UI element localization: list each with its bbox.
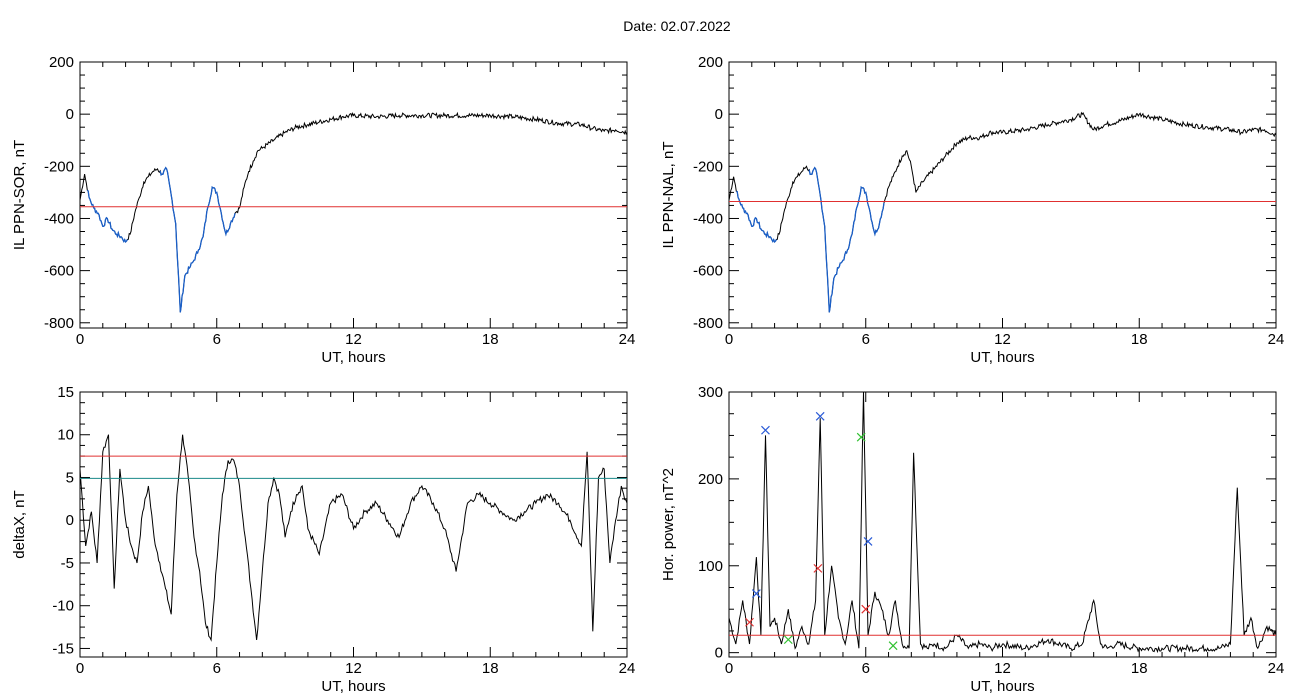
panel-il-ppn-sor: 0 6 12 18 24 -800 -600 -400 -200 0 200 UT, hours IL … [11,54,635,366]
x-tick-label: 18 [1131,660,1148,677]
y-axis-label: Hor. power, nT^2 [660,468,677,581]
y-tick-label: 300 [698,384,723,401]
y-tick-label: -200 [693,158,723,175]
x-tick-label: 0 [725,660,733,677]
x-tick-label: 18 [482,660,499,677]
panel-hor-power: 0 6 12 18 24 0 100 200 300 UT, hours Hor. power, n… [660,384,1284,695]
peak-marker [856,432,866,442]
y-tick-label: -15 [52,640,74,657]
peak-marker [751,589,761,598]
y-tick-label: -400 [693,210,723,227]
x-axis-label: UT, hours [970,678,1034,695]
highlight-segment [808,166,885,313]
y-tick-label: 5 [66,469,74,486]
y-tick-label: -800 [44,315,74,332]
x-tick-label: 6 [862,331,870,348]
y-tick-label: 0 [66,106,74,123]
series-line [729,392,1276,654]
x-tick-label: 6 [213,331,221,348]
y-tick-label: 0 [66,512,74,529]
y-tick-label: -800 [693,315,723,332]
y-tick-label: -400 [44,210,74,227]
y-tick-label: 15 [57,384,74,401]
x-tick-label: 0 [76,331,84,348]
y-tick-label: 10 [57,427,74,444]
x-tick-label: 24 [619,331,636,348]
peak-marker [861,604,871,614]
y-axis-label: deltaX, nT [11,490,28,558]
panel-deltax: 0 6 12 18 24 -15 -10 -5 0 5 10 15 UT, hours deltaX, n… [11,384,635,695]
peak-marker [813,563,823,573]
x-tick-label: 6 [213,660,221,677]
y-tick-label: -600 [44,263,74,280]
peak-marker [783,635,793,645]
x-tick-label: 12 [994,331,1011,348]
x-axis-label: UT, hours [321,678,385,695]
y-tick-label: -200 [44,158,74,175]
x-tick-label: 24 [1268,660,1285,677]
series-line [80,434,627,642]
plot-frame [79,61,628,329]
y-tick-label: 0 [715,106,723,123]
chart-date-title: Date: 02.07.2022 [623,18,731,34]
x-tick-label: 24 [1268,331,1285,348]
y-axis-label: IL PPN-NAL, nT [660,142,677,249]
x-axis-label: UT, hours [970,349,1034,366]
plot-frame [728,61,1277,329]
peak-marker [863,537,873,546]
peak-marker [745,617,754,627]
plot-frame [728,391,1277,658]
x-tick-label: 12 [994,660,1011,677]
x-tick-label: 24 [619,660,636,677]
x-axis-label: UT, hours [321,349,385,366]
y-tick-label: 200 [698,54,723,71]
x-tick-label: 0 [725,331,733,348]
highlight-segment [86,189,128,244]
series-line [729,111,1276,313]
x-tick-label: 6 [862,660,870,677]
highlight-segment [159,166,236,313]
y-axis-label: IL PPN-SOR, nT [11,140,28,250]
y-tick-label: -10 [52,598,74,615]
peak-marker [815,411,825,421]
plot-frame [79,391,628,658]
x-tick-label: 12 [345,660,362,677]
x-tick-label: 12 [345,331,362,348]
y-tick-label: -5 [61,555,74,572]
x-tick-label: 0 [76,660,84,677]
peak-marker [888,641,898,651]
x-tick-label: 18 [1131,331,1148,348]
y-tick-label: 200 [698,471,723,488]
panel-il-ppn-nal: 0 6 12 18 24 -800 -600 -400 -200 0 200 UT, hours IL … [660,54,1284,366]
highlight-segment [736,190,777,244]
y-tick-label: 200 [49,54,74,71]
peak-marker [761,425,770,435]
y-tick-label: 100 [698,558,723,575]
y-tick-label: 0 [715,645,723,662]
series-line [80,111,627,313]
y-tick-label: -600 [693,263,723,280]
x-tick-label: 18 [482,331,499,348]
